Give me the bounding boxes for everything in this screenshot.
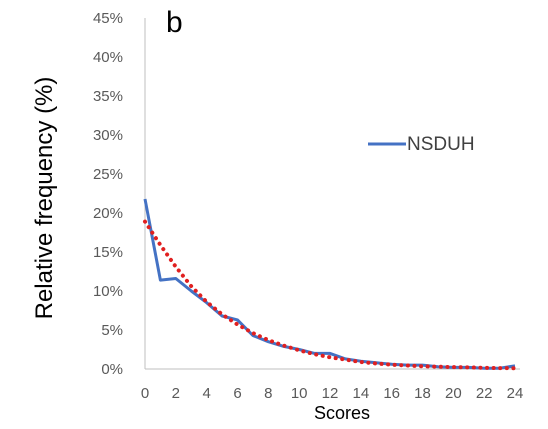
y-axis-ticks: 0% 5% 10% 15% 20% 25% 30% 35% 40% 45% <box>93 10 123 378</box>
y-tick-label: 35% <box>93 88 123 105</box>
y-axis-title: Relative frequency (%) <box>31 77 58 320</box>
y-tick-label: 40% <box>93 49 123 66</box>
series-layer <box>143 198 517 371</box>
axes <box>144 18 520 370</box>
y-tick-label: 25% <box>93 166 123 183</box>
y-tick-label: 0% <box>101 361 123 378</box>
x-tick-label: 16 <box>383 385 400 402</box>
legend: NSDUH <box>368 134 475 155</box>
x-tick-label: 10 <box>291 385 308 402</box>
legend-entry-nsduh: NSDUH <box>407 134 475 155</box>
y-tick-label: 45% <box>93 10 123 27</box>
x-tick-label: 14 <box>352 385 369 402</box>
x-tick-label: 18 <box>414 385 431 402</box>
y-tick-label: 20% <box>93 205 123 222</box>
x-tick-label: 8 <box>264 385 272 402</box>
x-tick-label: 20 <box>445 385 462 402</box>
y-tick-label: 15% <box>93 244 123 261</box>
x-tick-label: 12 <box>322 385 339 402</box>
x-tick-label: 24 <box>507 385 524 402</box>
y-tick-label: 30% <box>93 127 123 144</box>
x-axis-title: Scores <box>314 403 370 423</box>
x-tick-label: 4 <box>202 385 210 402</box>
x-tick-label: 6 <box>233 385 241 402</box>
x-tick-label: 0 <box>141 385 149 402</box>
y-tick-label: 5% <box>101 322 123 339</box>
trend-line-dotted <box>143 219 517 371</box>
series-line-nsduh <box>143 198 516 370</box>
x-tick-label: 22 <box>476 385 493 402</box>
x-tick-label: 2 <box>172 385 180 402</box>
panel-label: b <box>166 6 183 39</box>
x-axis-ticks: 0 2 4 6 8 10 12 14 16 18 20 22 24 <box>141 385 524 402</box>
y-tick-label: 10% <box>93 283 123 300</box>
